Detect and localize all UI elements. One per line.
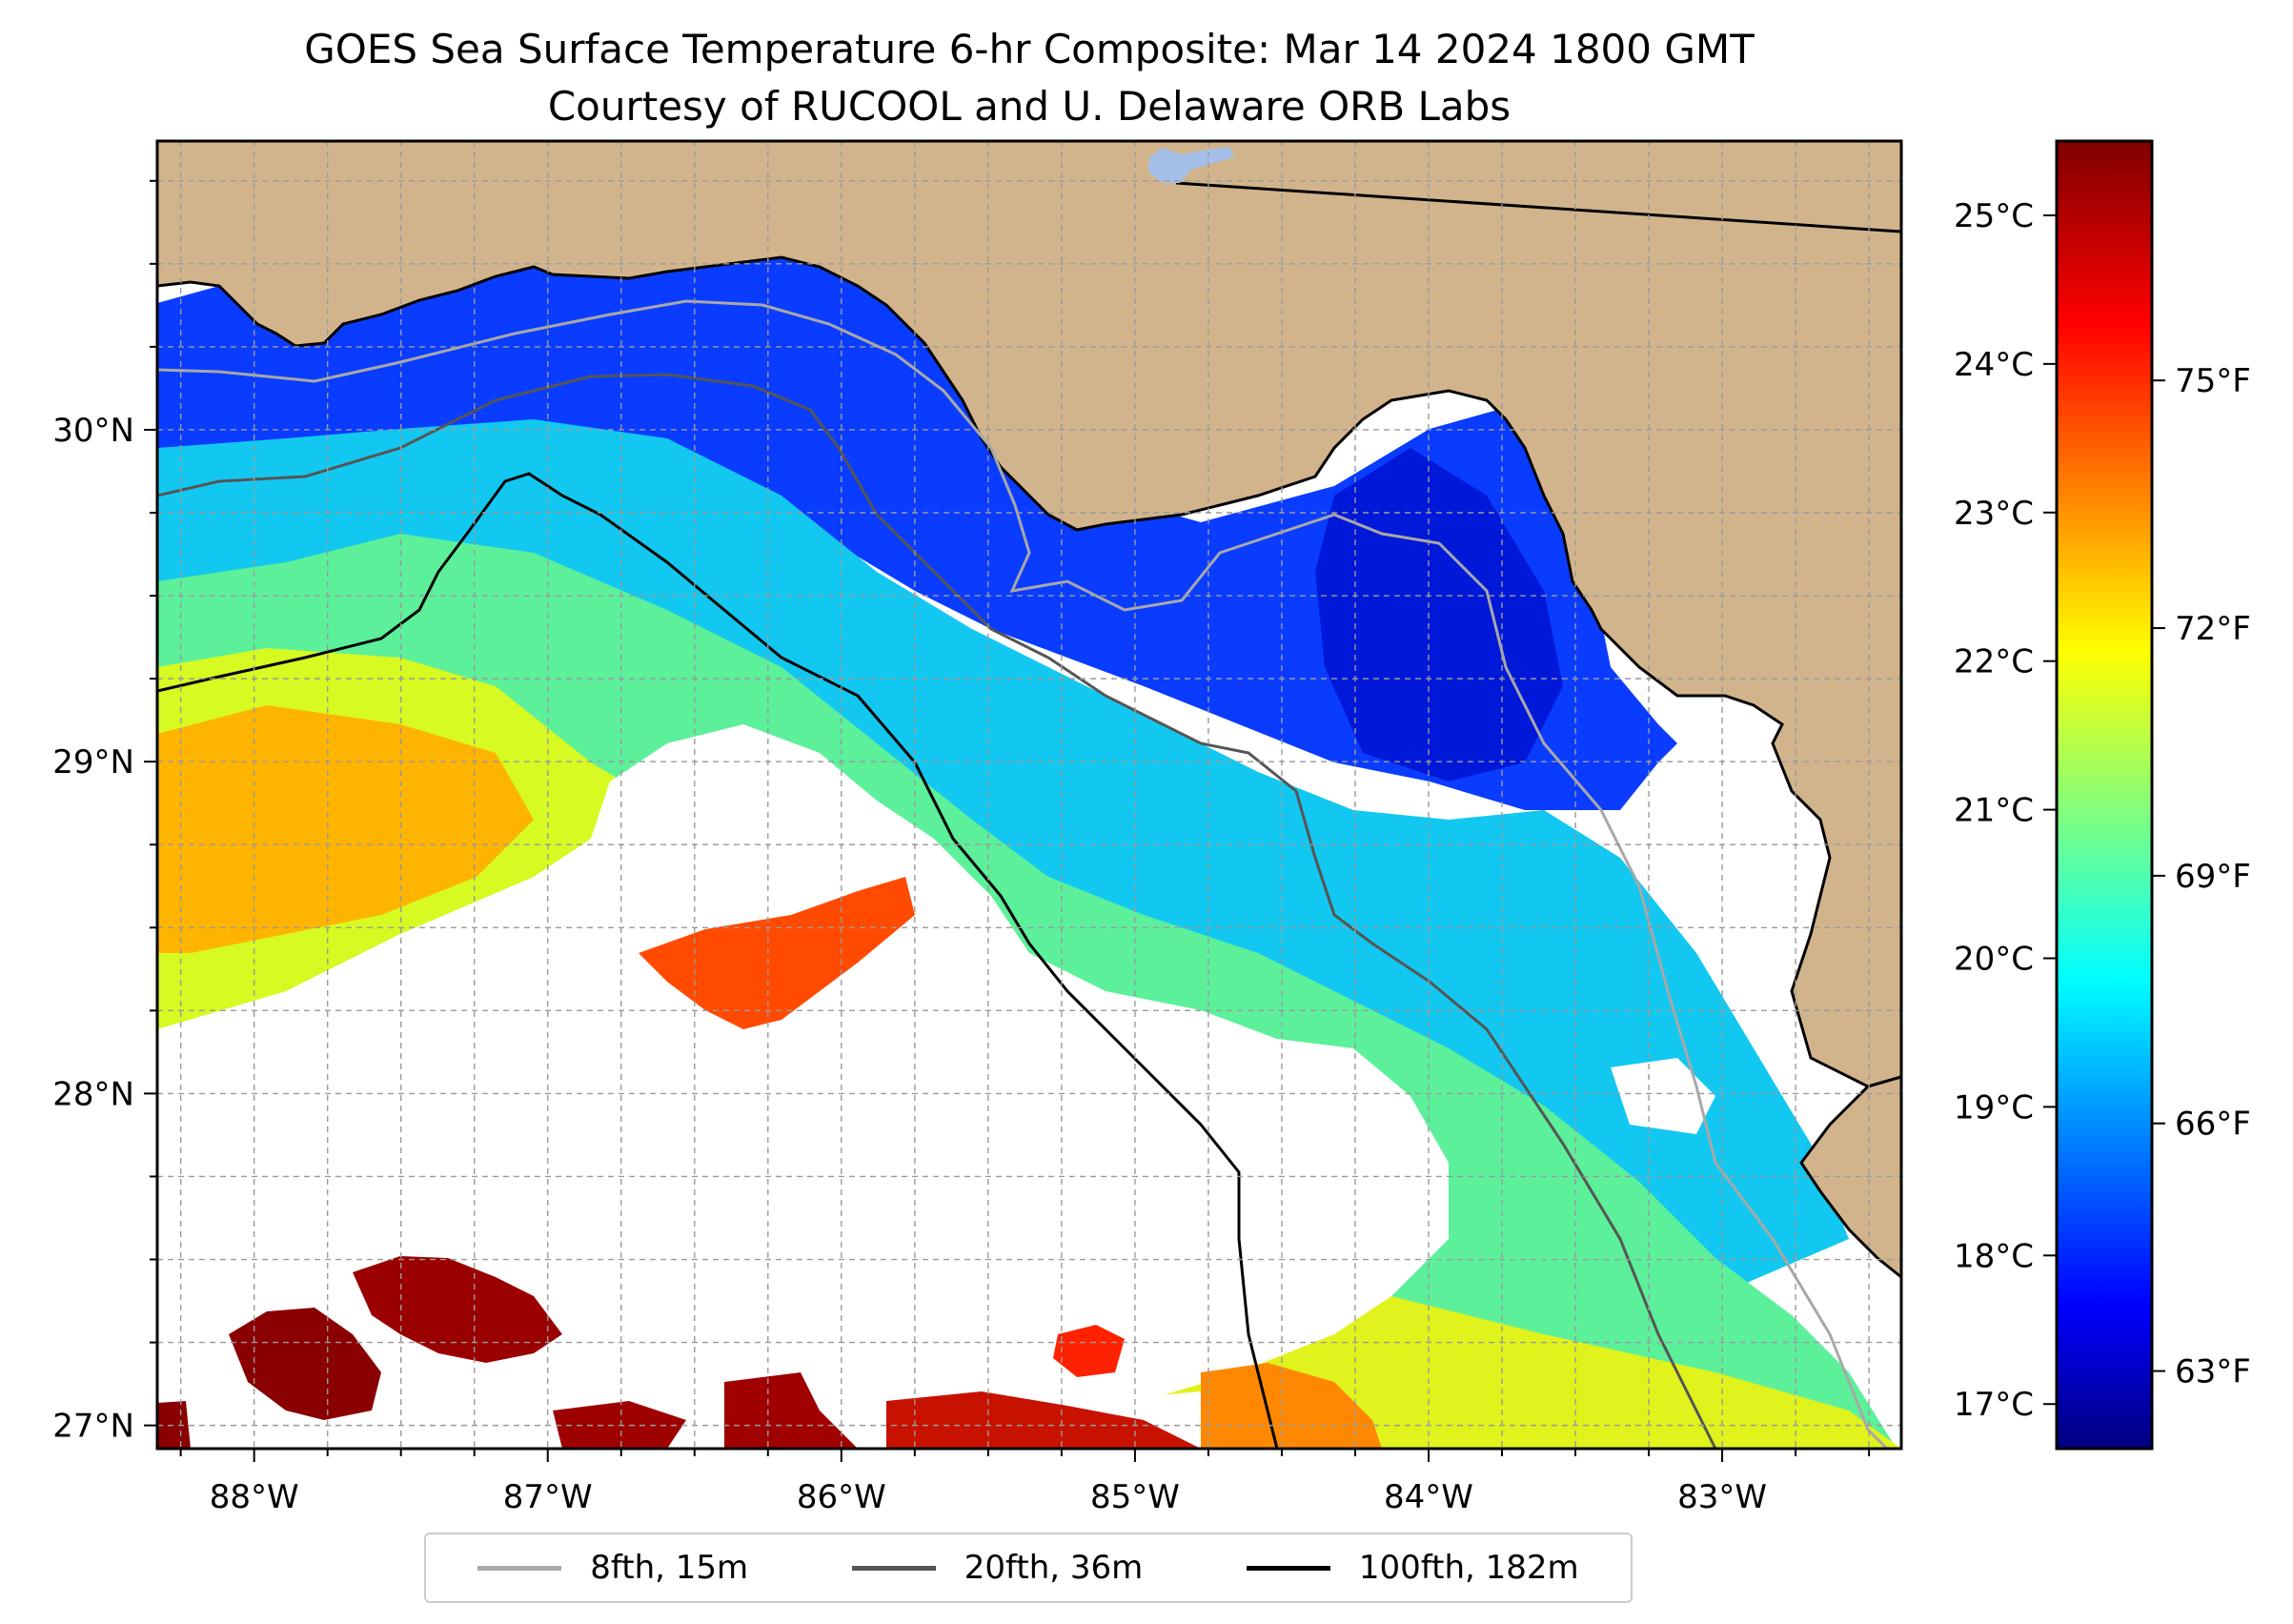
legend-swatch-8fth: [477, 1565, 562, 1571]
title-block: GOES Sea Surface Temperature 6-hr Compos…: [157, 21, 1901, 135]
legend-swatch-100fth: [1246, 1565, 1330, 1571]
map-gridlines: [157, 141, 1901, 1449]
legend-label-20fth: 20fth, 36m: [964, 1549, 1144, 1587]
land-tampa-peninsula: [1799, 1075, 1901, 1279]
warm-eddies: [157, 877, 1382, 1449]
lon-tick-label: 85°W: [1090, 1478, 1180, 1516]
contour-100fth-182m: [157, 472, 1279, 1449]
colorbar-fahrenheit-axis: 63°F 66°F 69°F 72°F 75°F: [2152, 362, 2251, 1391]
legend-label-8fth: 8fth, 15m: [590, 1549, 749, 1587]
legend-label-100fth: 100fth, 182m: [1358, 1549, 1579, 1587]
fahrenheit-tick-label: 75°F: [2175, 362, 2251, 400]
hot-eddy-small: [1053, 1325, 1125, 1377]
legend-item-100fth: 100fth, 182m: [1246, 1549, 1579, 1587]
fahrenheit-tick-label: 69°F: [2175, 858, 2251, 896]
contour-8fth-15m: [157, 299, 1889, 1449]
celsius-tick-label: 20°C: [1954, 941, 2034, 979]
warm-patch-southeast: [1201, 1363, 1382, 1449]
lat-tick-label: 27°N: [52, 1408, 134, 1446]
cloud-mask-central: [157, 724, 1449, 1430]
hot-eddy-south-4: [724, 1372, 858, 1449]
sst-cold-nearshore-band: [157, 204, 1696, 810]
hot-patch-southwest-corner: [157, 1401, 191, 1449]
legend-swatch-20fth: [851, 1565, 936, 1571]
map-title: GOES Sea Surface Temperature 6-hr Compos…: [304, 26, 1755, 72]
lat-tick-label: 28°N: [52, 1075, 134, 1113]
lon-tick-label: 84°W: [1384, 1478, 1473, 1516]
longitude-axis: 88°W 87°W 86°W 85°W 84°W 83°W: [179, 1449, 1871, 1516]
celsius-tick-label: 21°C: [1954, 792, 2034, 830]
lon-tick-label: 88°W: [210, 1478, 299, 1516]
lat-tick-label: 29°N: [52, 743, 134, 782]
lat-tick-label: 30°N: [52, 412, 134, 450]
state-border-line: [1175, 181, 1901, 233]
sst-orange-patch-west: [157, 705, 534, 953]
celsius-tick-label: 24°C: [1954, 346, 2034, 384]
colorbar-gradient: [2055, 139, 2154, 1451]
land-north-florida-alabama: [157, 141, 1901, 1088]
latitude-axis: 27°N 28°N 29°N 30°N: [52, 179, 157, 1446]
fahrenheit-tick-label: 72°F: [2175, 610, 2251, 648]
fahrenheit-tick-label: 66°F: [2175, 1106, 2251, 1144]
legend-item-8fth: 8fth, 15m: [477, 1549, 748, 1587]
contour-20fth-36m: [157, 373, 1717, 1449]
map-plot-area: [157, 141, 1901, 1449]
celsius-tick-label: 18°C: [1954, 1237, 2034, 1275]
legend-item-20fth: 20fth, 36m: [851, 1549, 1144, 1587]
fahrenheit-tick-label: 63°F: [2175, 1353, 2251, 1391]
lake-seminole: [1148, 147, 1234, 183]
warm-eddy-central: [639, 877, 915, 1029]
celsius-tick-label: 23°C: [1954, 495, 2034, 533]
map-frame: [155, 139, 1903, 1451]
hot-eddy-south-5: [886, 1391, 1201, 1449]
colorbar-celsius-axis: 17°C 18°C 19°C 20°C 21°C 22°C 23°C 24°C 25°C: [1954, 197, 2057, 1424]
cloud-mask-east: [1611, 1058, 1715, 1134]
map-subtitle: Courtesy of RUCOOL and U. Delaware ORB L…: [547, 83, 1512, 130]
lon-tick-label: 83°W: [1677, 1478, 1767, 1516]
colorbar: 17°C 18°C 19°C 20°C 21°C 22°C 23°C 24°C 25°C 63°…: [1954, 139, 2251, 1451]
celsius-tick-label: 17°C: [1954, 1386, 2034, 1424]
hot-eddy-south-1: [353, 1256, 562, 1363]
contour-legend: 8fth, 15m 20fth, 36m 100fth, 182m: [424, 1533, 1633, 1603]
celsius-tick-label: 25°C: [1954, 197, 2034, 235]
celsius-tick-label: 19°C: [1954, 1088, 2034, 1127]
lon-tick-label: 86°W: [797, 1478, 886, 1516]
celsius-tick-label: 22°C: [1954, 643, 2034, 681]
hot-eddy-south-2: [229, 1308, 381, 1420]
lon-tick-label: 87°W: [503, 1478, 593, 1516]
